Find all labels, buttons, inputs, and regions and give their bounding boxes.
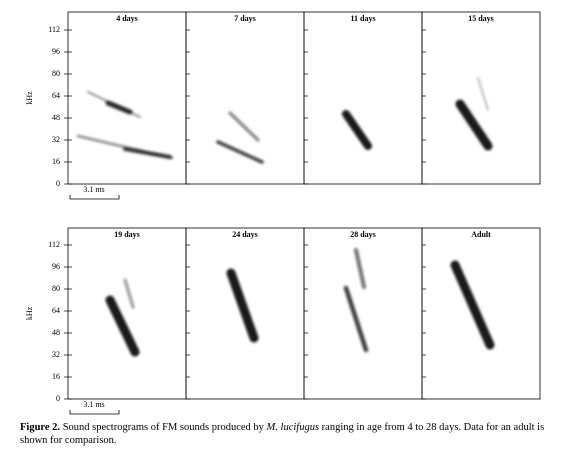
panel-frame bbox=[185, 11, 305, 185]
panel-title: 11 days bbox=[350, 14, 375, 23]
y-tick-label: 0 bbox=[56, 179, 60, 188]
y-tick-label: 64 bbox=[52, 91, 60, 100]
panel-frame bbox=[421, 227, 541, 400]
y-axis-label: kHz bbox=[25, 306, 34, 320]
y-tick-label: 48 bbox=[52, 328, 60, 337]
caption-text: ranging in age from 4 to 28 days. Data f… bbox=[20, 422, 545, 446]
y-tick-label: 48 bbox=[52, 113, 60, 122]
y-tick-label: 80 bbox=[52, 69, 60, 78]
caption: Figure 2. Sound spectrograms of FM sound… bbox=[20, 421, 560, 447]
scale-bar bbox=[69, 410, 120, 415]
sound-streaks bbox=[450, 260, 495, 350]
panel-title: 19 days bbox=[114, 230, 140, 239]
fm-sweep bbox=[123, 278, 135, 309]
fm-sweep bbox=[455, 99, 493, 151]
panel-title: 7 days bbox=[234, 14, 256, 23]
panel-title: 15 days bbox=[468, 14, 494, 23]
fm-sweep bbox=[123, 147, 172, 159]
caption-label: Figure 2. bbox=[20, 422, 61, 433]
fm-sweep bbox=[450, 260, 495, 350]
sound-streaks bbox=[342, 110, 372, 150]
y-tick-label: 96 bbox=[52, 47, 60, 56]
caption-text: Sound spectrograms of FM sounds produced… bbox=[60, 422, 267, 433]
sound-streaks bbox=[343, 248, 369, 353]
sound-streaks bbox=[226, 268, 259, 343]
y-tick-label: 112 bbox=[48, 240, 60, 249]
fm-sweep bbox=[477, 77, 489, 111]
y-tick-label: 112 bbox=[48, 25, 60, 34]
sound-streaks bbox=[105, 278, 140, 357]
panel-frame bbox=[303, 227, 423, 400]
fm-sweep bbox=[105, 100, 133, 115]
sound-streaks bbox=[455, 77, 493, 151]
fm-sweep bbox=[354, 248, 366, 289]
panel-title: 24 days bbox=[232, 230, 258, 239]
panel-frame bbox=[303, 11, 423, 185]
y-tick-label: 32 bbox=[52, 135, 60, 144]
scale-bar-label: 3.1 ms bbox=[83, 400, 104, 409]
panel-title: 4 days bbox=[116, 14, 138, 23]
y-tick-label: 80 bbox=[52, 284, 60, 293]
y-tick-label: 64 bbox=[52, 306, 60, 315]
spectrogram-grid: 4 days 0 16 32 48 64 80 96 112 7 days 11 days 15 da… bbox=[25, 11, 541, 415]
fm-sweep bbox=[226, 268, 259, 343]
fm-sweep bbox=[343, 285, 369, 353]
sound-streaks bbox=[76, 91, 174, 160]
scale-bar bbox=[69, 195, 120, 200]
y-tick-label: 16 bbox=[52, 372, 60, 381]
panel-title: Adult bbox=[471, 230, 491, 239]
fm-sweep bbox=[105, 295, 140, 357]
panel-frame bbox=[421, 11, 541, 185]
panel-frame bbox=[67, 227, 187, 400]
y-tick-label: 16 bbox=[52, 157, 60, 166]
y-tick-label: 0 bbox=[56, 394, 60, 403]
y-tick-label: 32 bbox=[52, 350, 60, 359]
caption-species: M. lucifugus bbox=[266, 422, 320, 433]
y-axis-label: kHz bbox=[25, 91, 34, 105]
fm-sweep bbox=[216, 140, 264, 164]
sound-streaks bbox=[216, 111, 264, 164]
fm-sweep bbox=[342, 110, 372, 150]
y-tick-label: 96 bbox=[52, 262, 60, 271]
panel-title: 28 days bbox=[350, 230, 376, 239]
fm-sweep bbox=[228, 111, 260, 142]
scale-bar-label: 3.1 ms bbox=[83, 185, 104, 194]
